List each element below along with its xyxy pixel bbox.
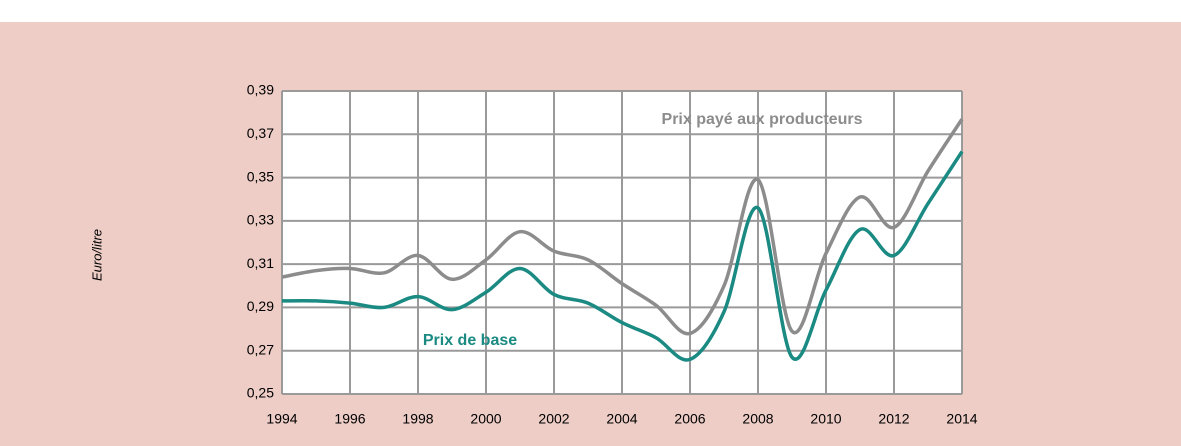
- y-tick-label: 0,33: [247, 212, 274, 228]
- x-tick-label: 2006: [674, 411, 705, 427]
- x-tick-label: 2000: [470, 411, 501, 427]
- y-tick-label: 0,39: [247, 82, 274, 98]
- y-tick-label: 0,25: [247, 385, 274, 401]
- x-tick-label: 2002: [538, 411, 569, 427]
- x-tick-label: 1998: [402, 411, 433, 427]
- y-axis-label: Euro/litre: [89, 229, 104, 281]
- x-tick-label: 1996: [334, 411, 365, 427]
- y-tick-label: 0,29: [247, 298, 274, 314]
- x-tick-label: 2010: [810, 411, 841, 427]
- series-line: [281, 150, 964, 362]
- series-label: Prix payé aux producteurs: [662, 111, 863, 128]
- series-label: Prix de base: [423, 332, 517, 349]
- x-tick-label: 2004: [606, 411, 637, 427]
- y-tick-label: 0,37: [247, 125, 274, 141]
- x-tick-label: 2008: [742, 411, 773, 427]
- series-line: [281, 118, 964, 336]
- y-tick-label: 0,35: [247, 168, 274, 184]
- x-tick-label: 1994: [266, 411, 297, 427]
- y-tick-label: 0,31: [247, 255, 274, 271]
- x-tick-label: 2014: [946, 411, 977, 427]
- y-tick-label: 0,27: [247, 341, 274, 357]
- x-tick-label: 2012: [878, 411, 909, 427]
